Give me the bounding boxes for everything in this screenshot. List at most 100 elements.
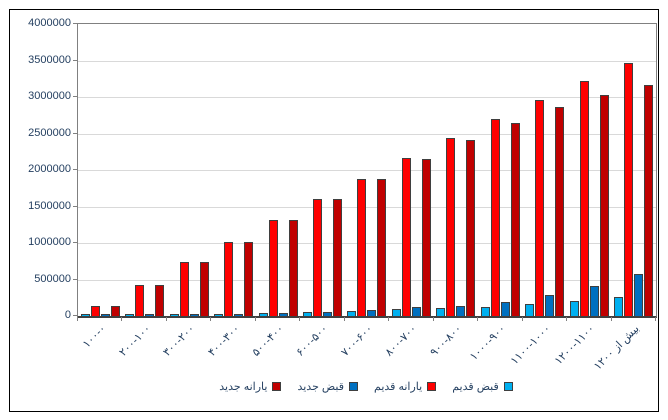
- legend-label: قبض قدیم: [452, 381, 499, 393]
- bar-series-1: [401, 158, 411, 316]
- legend-swatch: [503, 382, 513, 391]
- bar-series-3: [244, 242, 254, 316]
- bar-series-0: [303, 312, 313, 316]
- bar-series-3: [421, 159, 431, 316]
- bar-series-2: [100, 314, 110, 316]
- y-axis-tick: [73, 315, 77, 316]
- bar-group: [612, 63, 656, 316]
- bar-group: [389, 158, 433, 316]
- bar-series-1: [135, 285, 145, 316]
- bar-series-1: [357, 179, 367, 316]
- x-axis-tick: [210, 317, 212, 321]
- bar-series-1: [90, 306, 100, 316]
- y-axis-tick: [73, 23, 77, 24]
- gridline: [78, 243, 656, 244]
- x-axis-tick: [655, 317, 656, 321]
- bar-series-0: [80, 314, 90, 316]
- bar-group: [167, 262, 211, 316]
- bar-series-2: [589, 286, 599, 316]
- bar-series-1: [446, 138, 456, 316]
- bar-series-3: [599, 95, 609, 316]
- legend-swatch: [427, 382, 437, 391]
- bar-series-2: [500, 302, 510, 316]
- y-axis-label: 3000000: [28, 90, 71, 102]
- gridline: [78, 279, 656, 281]
- x-axis-tick: [299, 317, 301, 321]
- bar-series-3: [555, 107, 565, 316]
- x-axis-tick: [121, 317, 123, 321]
- x-axis-tick: [254, 317, 256, 321]
- legend-label: قبض جدید: [297, 381, 344, 393]
- legend-item: قبض جدید: [297, 380, 358, 393]
- bar-group: [211, 242, 255, 316]
- bar-group: [300, 199, 344, 316]
- bar-series-3: [199, 262, 209, 316]
- gridline: [78, 206, 656, 208]
- y-axis-label: 4000000: [28, 17, 71, 29]
- plot-area: [77, 23, 657, 318]
- x-axis-tick: [521, 317, 523, 321]
- bar-series-1: [490, 119, 500, 316]
- bar-series-2: [278, 313, 288, 316]
- y-axis-label: 2000000: [28, 163, 71, 175]
- legend-item: یارانه قدیم: [374, 380, 437, 393]
- bar-group: [122, 285, 166, 316]
- y-axis-label: 500000: [34, 272, 71, 285]
- bar-series-0: [480, 307, 490, 316]
- bar-series-3: [333, 199, 343, 316]
- legend-item: قبض قدیم: [452, 380, 513, 393]
- bar-group: [523, 100, 567, 316]
- bar-series-0: [258, 313, 268, 316]
- x-axis-tick: [77, 317, 78, 321]
- x-axis-tick: [165, 317, 167, 321]
- y-axis-tick: [73, 96, 77, 97]
- bar-group: [256, 220, 300, 316]
- y-axis-tick: [73, 278, 77, 280]
- legend-label: یارانه قدیم: [374, 381, 423, 393]
- gridline: [78, 133, 656, 135]
- bar-series-0: [391, 309, 401, 316]
- x-axis-tick: [432, 317, 434, 321]
- bar-series-2: [634, 274, 644, 316]
- bar-series-0: [214, 314, 224, 316]
- gridline: [78, 97, 656, 98]
- bar-series-2: [411, 307, 421, 316]
- bar-group: [478, 119, 522, 316]
- bar-series-0: [436, 308, 446, 316]
- bar-series-2: [234, 314, 244, 316]
- y-axis-tick: [73, 242, 77, 243]
- bar-series-1: [224, 242, 234, 316]
- bar-series-0: [347, 311, 357, 316]
- x-axis-tick: [388, 317, 390, 321]
- y-axis-tick: [73, 59, 77, 61]
- bar-series-3: [110, 306, 120, 316]
- bar-series-0: [569, 301, 579, 316]
- bar-series-0: [525, 304, 535, 316]
- x-axis-tick: [477, 317, 479, 321]
- gridline: [78, 60, 656, 62]
- bar-group: [434, 138, 478, 316]
- x-axis-tick: [343, 317, 345, 321]
- y-axis: 0 500000 1000000 1500000 2000000 2500000 30000…: [0, 0, 77, 420]
- bar-series-3: [377, 179, 387, 316]
- bar-series-1: [268, 220, 278, 316]
- bar-series-3: [288, 220, 298, 316]
- legend-swatch: [349, 382, 358, 391]
- bar-series-2: [145, 314, 155, 316]
- bar-series-1: [579, 81, 589, 316]
- y-axis-tick: [73, 205, 77, 207]
- y-axis-label: 1500000: [28, 199, 71, 212]
- y-axis-label: 3500000: [28, 53, 71, 66]
- legend-swatch: [272, 382, 282, 391]
- bar-series-1: [624, 63, 634, 316]
- bar-group: [567, 81, 611, 316]
- bar-series-2: [189, 314, 199, 316]
- bar-series-0: [169, 314, 179, 316]
- bar-series-0: [614, 297, 624, 316]
- bar-series-1: [313, 199, 323, 316]
- bar-group: [345, 179, 389, 316]
- y-axis-label: 2500000: [28, 126, 71, 139]
- bar-series-1: [535, 100, 545, 316]
- bar-series-3: [466, 140, 476, 316]
